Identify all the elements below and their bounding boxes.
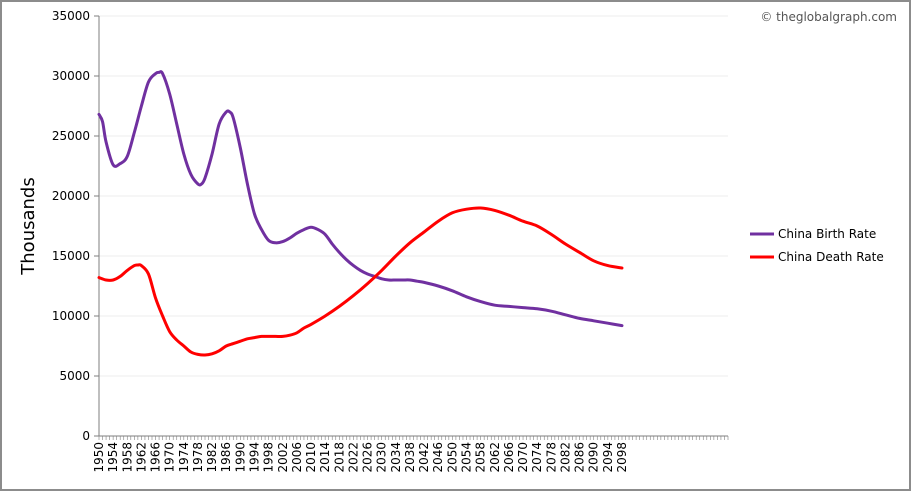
x-tick-label-2042: 2042 [417, 442, 431, 473]
x-tick-label-2018: 2018 [332, 442, 346, 473]
x-tick-label-1954: 1954 [106, 442, 120, 473]
x-tick-label-2054: 2054 [460, 442, 474, 473]
x-tick-label-1970: 1970 [163, 442, 177, 473]
x-tick-label-2082: 2082 [558, 442, 572, 473]
x-tick-label-2026: 2026 [361, 442, 375, 473]
x-tick-label-1990: 1990 [233, 442, 247, 473]
y-tick-label-15000: 15000 [52, 249, 90, 263]
x-tick-label-2034: 2034 [389, 442, 403, 473]
y-tick-label-20000: 20000 [52, 189, 90, 203]
x-tick-label-2090: 2090 [587, 442, 601, 473]
x-tick-label-2050: 2050 [445, 442, 459, 473]
x-tick-label-2002: 2002 [276, 442, 290, 473]
x-tick-label-1966: 1966 [149, 442, 163, 473]
x-tick-label-1998: 1998 [262, 442, 276, 473]
series-line-china-birth-rate [97, 70, 624, 328]
legend-label-china-birth-rate: China Birth Rate [778, 227, 876, 241]
y-tick-label-35000: 35000 [52, 9, 90, 23]
x-tick-label-2014: 2014 [318, 442, 332, 473]
x-tick-label-2094: 2094 [601, 442, 615, 473]
x-tick-label-2062: 2062 [488, 442, 502, 473]
y-tick-label-5000: 5000 [59, 369, 90, 383]
x-tick-label-2038: 2038 [403, 442, 417, 473]
x-tick-label-2098: 2098 [615, 442, 629, 473]
x-tick-label-1950: 1950 [92, 442, 106, 473]
x-tick-label-1978: 1978 [191, 442, 205, 473]
y-tick-label-0: 0 [82, 429, 90, 443]
x-tick-label-2030: 2030 [375, 442, 389, 473]
x-tick-label-2078: 2078 [544, 442, 558, 473]
y-tick-label-10000: 10000 [52, 309, 90, 323]
y-axis-title: Thousands [18, 177, 39, 275]
legend-label-china-death-rate: China Death Rate [778, 250, 884, 264]
x-tick-label-2010: 2010 [304, 442, 318, 473]
x-tick-label-2066: 2066 [502, 442, 516, 473]
x-tick-label-2058: 2058 [474, 442, 488, 473]
x-tick-label-1958: 1958 [120, 442, 134, 473]
x-tick-label-1994: 1994 [247, 442, 261, 473]
x-tick-label-2046: 2046 [431, 442, 445, 473]
x-tick-label-1962: 1962 [134, 442, 148, 473]
y-tick-label-30000: 30000 [52, 69, 90, 83]
x-tick-label-1974: 1974 [177, 442, 191, 473]
y-tick-label-25000: 25000 [52, 129, 90, 143]
series-line-china-death-rate [97, 206, 624, 357]
x-tick-label-1986: 1986 [219, 442, 233, 473]
x-tick-label-2006: 2006 [290, 442, 304, 473]
x-tick-label-1982: 1982 [205, 442, 219, 473]
x-tick-label-2022: 2022 [346, 442, 360, 473]
x-tick-label-2074: 2074 [530, 442, 544, 473]
credit-text: © theglobalgraph.com [760, 10, 897, 24]
x-tick-label-2086: 2086 [573, 442, 587, 473]
x-tick-label-2070: 2070 [516, 442, 530, 473]
